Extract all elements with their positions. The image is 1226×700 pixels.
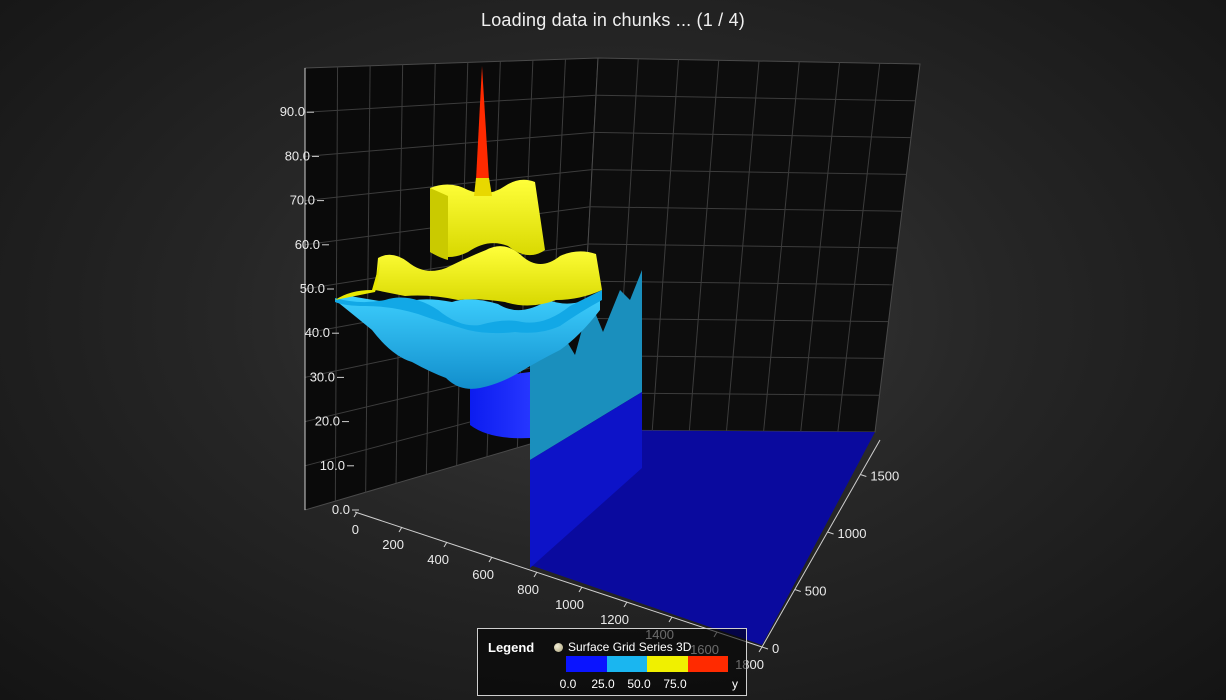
legend-tick: 50.0 xyxy=(627,677,651,691)
legend-series-icon xyxy=(554,643,563,652)
legend-color-step xyxy=(647,656,688,672)
x-tick-label: 600 xyxy=(472,567,494,582)
y-axis-ticks: 0.0 10.0 20.0 30.0 40.0 50.0 60.0 70.0 80.0 90.0 xyxy=(280,104,359,517)
z-tick-mark xyxy=(761,646,769,650)
surface-red-spike xyxy=(476,66,489,180)
surface-cyan-layer xyxy=(335,292,600,389)
grid-line xyxy=(726,60,760,432)
x-tick-label: 1200 xyxy=(600,612,629,627)
x-tick-mark xyxy=(578,586,583,593)
surface-yellow-skirt xyxy=(375,246,602,306)
z-tick-label: 1500 xyxy=(870,469,899,484)
z-tick-label: 500 xyxy=(805,584,827,599)
legend-tick: 25.0 xyxy=(591,677,615,691)
x-tick-label: 1000 xyxy=(555,597,584,612)
grid-line xyxy=(365,65,371,493)
x-tick-mark xyxy=(353,511,358,518)
grid-line xyxy=(304,131,595,157)
z-tick-mark xyxy=(794,589,801,592)
y-tick-label: 0.0 xyxy=(332,502,350,517)
surface-blue-stem xyxy=(470,372,530,439)
legend-color-step xyxy=(566,656,607,672)
x-tick-mark xyxy=(488,556,493,563)
x-axis-line xyxy=(354,511,763,648)
x-tick-mark xyxy=(758,646,763,653)
y-tick-label: 70.0 xyxy=(290,193,315,208)
legend-series-label[interactable]: Surface Grid Series 3D xyxy=(568,640,692,654)
y-tick-label: 30.0 xyxy=(310,369,335,384)
y-tick-label: 60.0 xyxy=(295,237,320,252)
grid-line xyxy=(763,61,800,432)
legend-unit: y xyxy=(732,677,738,691)
z-tick-mark xyxy=(827,531,834,535)
z-tick-label: 1000 xyxy=(838,526,867,541)
grid-line xyxy=(334,66,339,502)
legend-color-step xyxy=(606,656,647,672)
grid-line xyxy=(837,63,881,432)
grid-line xyxy=(800,62,840,432)
legend-color-step xyxy=(687,656,728,672)
x-tick-label: 200 xyxy=(382,537,404,552)
x-tick-label: 800 xyxy=(517,582,539,597)
legend-tick: 75.0 xyxy=(663,677,687,691)
y-tick-label: 20.0 xyxy=(315,414,340,429)
edge-wall xyxy=(530,270,642,460)
chart-title: Loading data in chunks ... (1 / 4) xyxy=(481,10,745,30)
surface-yellow-tower xyxy=(430,179,545,257)
y-tick-label: 80.0 xyxy=(285,148,310,163)
edge-wall-lower xyxy=(530,392,642,568)
grid-line xyxy=(688,60,720,431)
legend-title: Legend xyxy=(488,640,535,655)
y-tick-label: 10.0 xyxy=(320,458,345,473)
x-tick-mark xyxy=(668,616,673,623)
x-tick-label: 400 xyxy=(427,552,449,567)
x-tick-mark xyxy=(398,526,403,533)
z-axis-ticks: 0 500 1000 1500 xyxy=(761,469,899,656)
y-tick-label: 50.0 xyxy=(300,281,325,296)
x-tick-mark xyxy=(443,541,448,548)
y-tick-label: 90.0 xyxy=(280,104,305,119)
x-tick-mark xyxy=(623,601,628,608)
legend-tick: 0.0 xyxy=(559,677,577,691)
surface-spike-base xyxy=(474,178,492,196)
y-tick-label: 40.0 xyxy=(305,325,330,340)
surface-band xyxy=(335,290,602,334)
legend-color-scale xyxy=(566,656,728,672)
x-tick-mark xyxy=(533,571,538,578)
grid-line xyxy=(304,94,597,113)
grid-line xyxy=(651,59,679,431)
surface-yellow-left xyxy=(335,262,380,300)
grid-line xyxy=(425,63,436,475)
x-tick-label: 0 xyxy=(352,522,359,537)
z-tick-label: 0 xyxy=(772,641,779,656)
surface-yellow-tower-shade xyxy=(430,188,448,260)
legend: Legend Surface Grid Series 3D 0.0 25.0 5… xyxy=(477,628,747,696)
z-tick-mark xyxy=(860,474,867,477)
